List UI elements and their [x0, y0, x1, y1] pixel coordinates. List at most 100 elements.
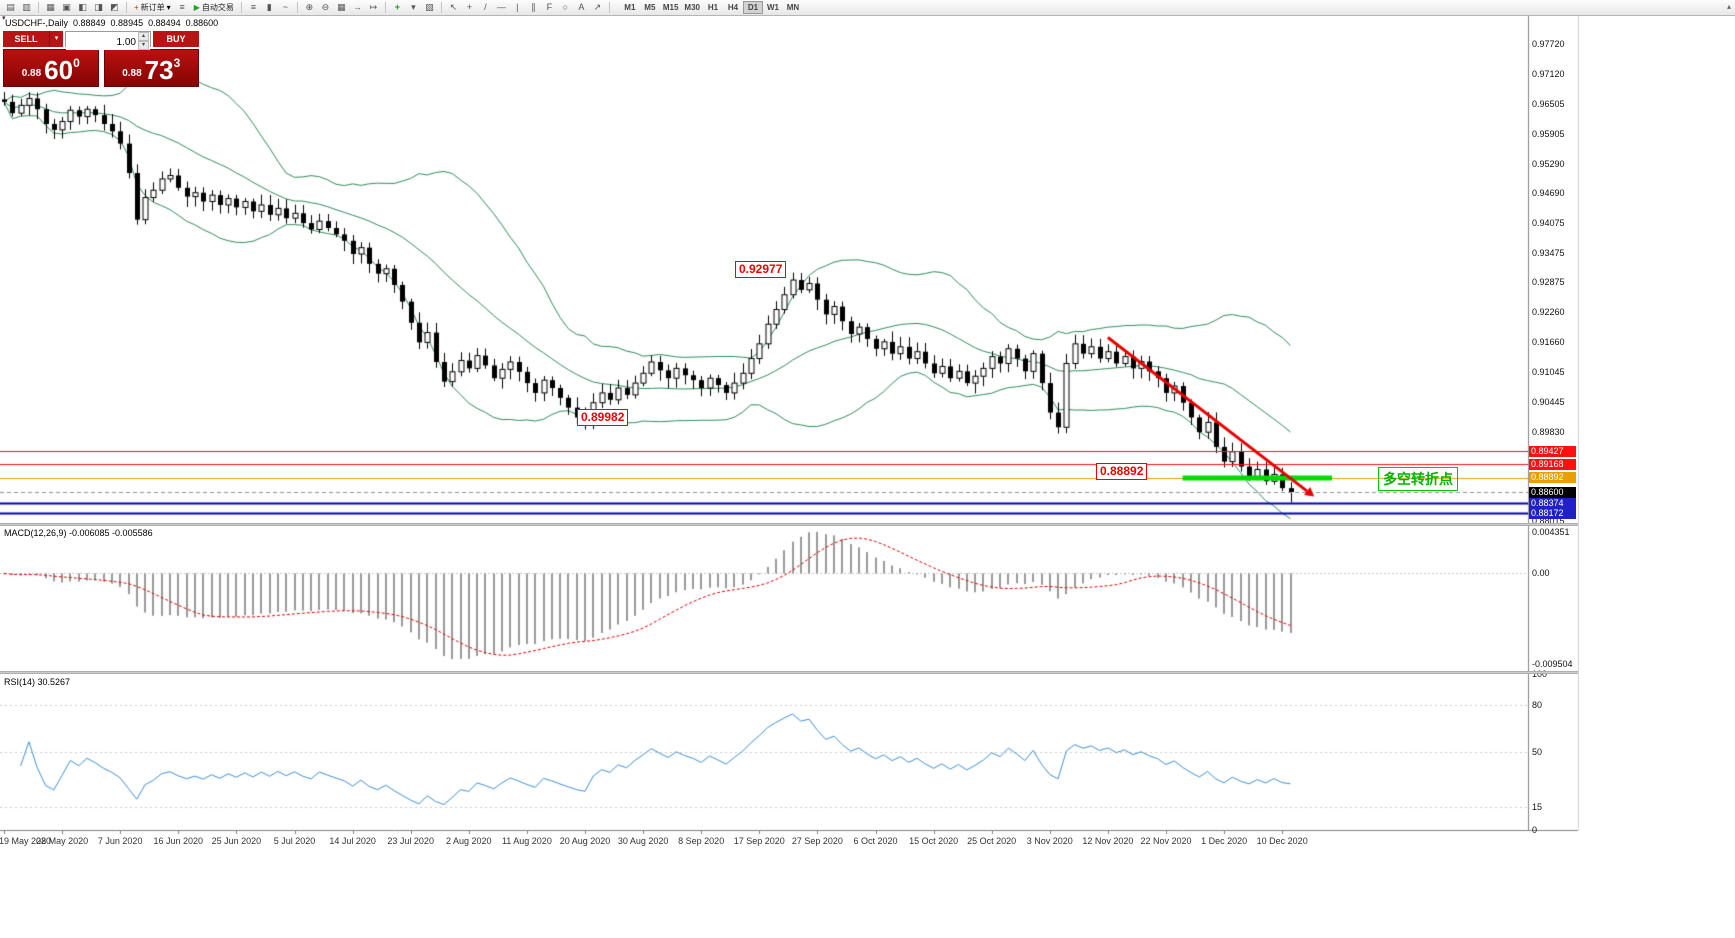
- trendline-icon[interactable]: /: [484, 2, 487, 12]
- channel-icon[interactable]: ∥: [531, 2, 536, 12]
- strategy-tester-icon[interactable]: ◩: [110, 2, 119, 12]
- one-click-collapse-icon[interactable]: ▾: [2, 15, 6, 22]
- price-annotation-peak[interactable]: 0.92977: [735, 261, 787, 278]
- toolbar-overflow-icon[interactable]: ▴: [1726, 2, 1731, 11]
- time-axis-label: 25 Oct 2020: [967, 836, 1017, 846]
- new-order-button[interactable]: + 新订单 ▾: [131, 1, 174, 14]
- macd-pane-separator[interactable]: [0, 523, 1578, 526]
- price-level-flag: 0.88892: [1529, 472, 1576, 484]
- timeframe-toolbar: M1 M5 M15 M30 H1 H4 D1 W1 MN: [620, 1, 803, 14]
- chart-ohlc-header: USDCHF-,Daily 0.88849 0.88945 0.88494 0.8860…: [5, 18, 223, 28]
- market-watch-icon[interactable]: ▦: [46, 2, 55, 12]
- macd-axis-label: 0.004351: [1532, 527, 1570, 537]
- auto-trading-play-icon: ▶: [193, 2, 200, 12]
- price-axis-label: 0.91045: [1532, 367, 1565, 378]
- macd-indicator-label: MACD(12,26,9) -0.006085 -0.005586: [4, 528, 153, 538]
- zoom-in-icon[interactable]: ⊕: [305, 2, 314, 12]
- timeframe-m30[interactable]: M30: [684, 3, 700, 12]
- price-axis-label: 0.91660: [1532, 336, 1565, 347]
- arrow-object-icon[interactable]: ↗: [593, 2, 602, 12]
- templates-icon[interactable]: ▧: [425, 2, 434, 12]
- tile-windows-icon[interactable]: ▦: [337, 2, 346, 12]
- vertical-line-icon[interactable]: |: [516, 2, 519, 12]
- price-axis-label: 0.95905: [1532, 128, 1565, 139]
- shapes-icon[interactable]: ○: [562, 2, 569, 12]
- toolbar: ▤ ▥ ▦ ▣ ◧ ◨ ◩ + 新订单 ▾ ≡ ▶ 自动交易 ≡ ▮ ~ ⊕ ⊖…: [0, 0, 1735, 16]
- crosshair-icon[interactable]: +: [466, 2, 472, 12]
- open-value: 0.88849: [73, 18, 106, 28]
- new-order-icon: +: [134, 2, 139, 12]
- price-level-flag: 0.88600: [1529, 486, 1576, 498]
- bar-chart-icon[interactable]: ≡: [250, 2, 256, 12]
- sell-mode-button[interactable]: SELL: [3, 31, 49, 47]
- pivot-note-text[interactable]: 多空转折点: [1378, 467, 1458, 491]
- rsi-axis-label: 50: [1532, 747, 1543, 757]
- buy-mode-button[interactable]: BUY: [153, 31, 199, 47]
- timeframe-m5[interactable]: M5: [644, 3, 656, 12]
- time-axis-label: 7 Jun 2020: [97, 836, 143, 846]
- sell-dropdown-icon[interactable]: ▾: [49, 31, 63, 47]
- price-axis-label: 0.92260: [1532, 307, 1565, 318]
- rsi-axis-label: 100: [1532, 669, 1548, 679]
- line-chart-icon[interactable]: ~: [282, 2, 288, 12]
- terminal-icon[interactable]: ◨: [94, 2, 103, 12]
- time-axis-label: 30 Aug 2020: [617, 836, 669, 846]
- profiles-icon[interactable]: ▥: [22, 2, 31, 12]
- price-annotation-pivot[interactable]: 0.88892: [1096, 463, 1148, 480]
- price-axis-label: 0.97120: [1532, 68, 1565, 79]
- rsi-pane-separator[interactable]: [0, 671, 1578, 674]
- chart-window-icon[interactable]: ▤: [6, 2, 15, 12]
- one-click-trade-panel: SELL ▾ ▴ ▾ BUY 0.88 60 0 0.88 73 3: [3, 31, 199, 87]
- timeframe-m15[interactable]: M15: [662, 3, 679, 12]
- auto-scroll-icon[interactable]: →: [352, 2, 362, 12]
- auto-trading-button[interactable]: ▶ 自动交易: [191, 1, 237, 14]
- metaeditor-icon[interactable]: ≡: [179, 2, 185, 12]
- volume-up-icon[interactable]: ▴: [138, 32, 149, 41]
- time-axis-label: 28 May 2020: [36, 836, 89, 846]
- rsi-axis-label: 80: [1532, 700, 1543, 711]
- data-window-icon[interactable]: ▣: [62, 2, 71, 12]
- price-annotation-low[interactable]: 0.89982: [577, 409, 629, 426]
- navigator-icon[interactable]: ◧: [78, 2, 87, 12]
- cursor-icon[interactable]: ↖: [449, 2, 458, 12]
- buy-price-button[interactable]: 0.88 73 3: [103, 49, 199, 87]
- toolbar-separator: [440, 2, 442, 13]
- volume-input[interactable]: [66, 35, 150, 50]
- text-label-icon[interactable]: A: [578, 2, 585, 12]
- price-axis-label: 0.90445: [1532, 396, 1565, 407]
- chart-shift-icon[interactable]: ↦: [369, 2, 378, 12]
- time-axis-label: 8 Sep 2020: [678, 836, 725, 846]
- periods-dropdown-icon[interactable]: ▾: [411, 2, 416, 12]
- candlestick-chart-icon[interactable]: ▮: [266, 2, 272, 12]
- rsi-axis-label: 0: [1532, 825, 1538, 835]
- horizontal-line-icon[interactable]: —: [496, 2, 506, 12]
- fibonacci-icon[interactable]: F: [546, 2, 553, 12]
- timeframe-h4[interactable]: H4: [727, 3, 739, 12]
- timeframe-d1[interactable]: D1: [742, 1, 763, 14]
- volume-down-icon[interactable]: ▾: [138, 41, 149, 50]
- add-indicator-icon[interactable]: +: [394, 2, 400, 12]
- sell-price-sup: 0: [73, 56, 80, 70]
- macd-axis-label: -0.009504: [1532, 659, 1573, 669]
- timeframe-m1[interactable]: M1: [624, 3, 636, 12]
- time-axis-label: 3 Nov 2020: [1026, 836, 1073, 846]
- time-axis-label: 1 Dec 2020: [1201, 836, 1248, 846]
- high-value: 0.88945: [110, 18, 144, 28]
- time-axis-label: 27 Sep 2020: [791, 836, 843, 846]
- time-axis-label: 12 Nov 2020: [1082, 836, 1134, 846]
- volume-stepper: ▴ ▾: [138, 32, 149, 50]
- price-axis-label: 0.96505: [1532, 99, 1565, 110]
- timeframe-w1[interactable]: W1: [766, 3, 779, 12]
- toolbar-separator: [38, 2, 39, 13]
- price-axis-label: 0.93475: [1532, 247, 1565, 258]
- price-axis-label: 0.94075: [1532, 218, 1565, 229]
- timeframe-mn[interactable]: MN: [786, 3, 800, 12]
- zoom-out-icon[interactable]: ⊖: [321, 2, 330, 12]
- toolbar-separator: [296, 2, 298, 13]
- timeframe-h1[interactable]: H1: [707, 3, 719, 12]
- price-level-flag: 0.88374: [1529, 497, 1576, 509]
- sell-price-button[interactable]: 0.88 60 0: [3, 49, 99, 87]
- sell-price-big: 60: [44, 55, 74, 85]
- price-chart-canvas[interactable]: [0, 0, 1580, 852]
- time-axis-label: 15 Oct 2020: [909, 836, 959, 846]
